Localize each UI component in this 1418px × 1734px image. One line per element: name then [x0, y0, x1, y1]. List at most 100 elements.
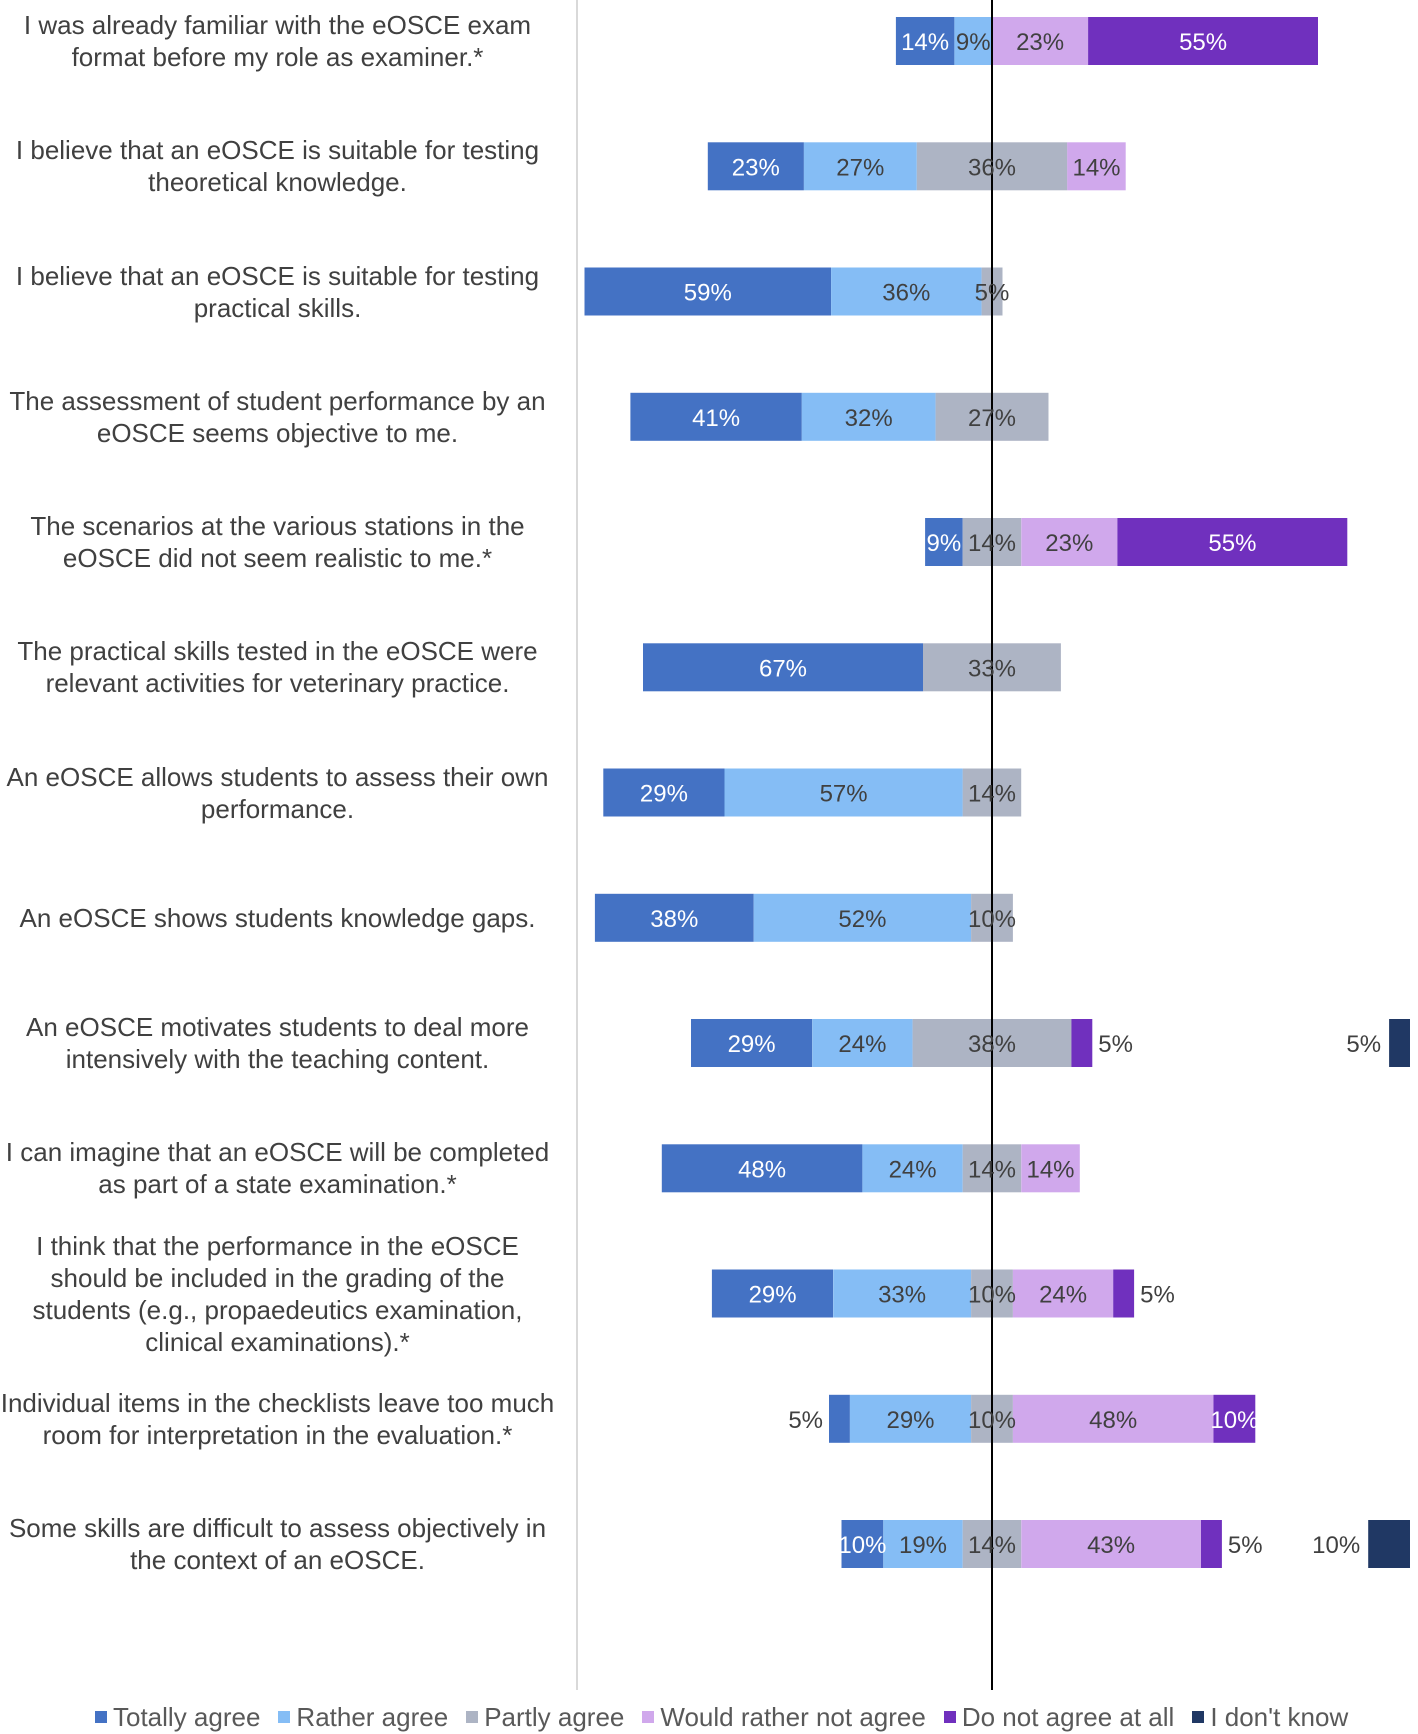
data-label-1-2: 9%: [956, 29, 991, 56]
legend-swatch: [642, 1711, 655, 1723]
data-label-5-1: 9%: [927, 530, 962, 557]
bar-segment-10-1: [661, 1144, 863, 1193]
bar-segment-2-2: [803, 142, 917, 191]
legend-label: Would rather not agree: [660, 1702, 926, 1732]
bar-segment-9-2: [812, 1019, 913, 1067]
bar-segment-8-1: [594, 893, 754, 942]
bar-segment-9-5: [1071, 1019, 1093, 1067]
legend-swatch: [95, 1711, 107, 1723]
data-label-13-3: 14%: [968, 1532, 1016, 1559]
bar-segment-9-6: [1389, 1019, 1410, 1067]
data-label-11-3: 10%: [968, 1282, 1016, 1309]
data-label-11-4: 24%: [1039, 1282, 1087, 1309]
bar-segment-6-1: [643, 643, 924, 692]
bar-segment-12-5: [1213, 1394, 1256, 1443]
bar-segment-1-1: [895, 17, 955, 65]
legend-swatch: [943, 1711, 956, 1723]
data-label-13-6: 10%: [1312, 1532, 1360, 1559]
data-label-3-1: 59%: [684, 280, 732, 307]
data-label-2-3: 36%: [968, 154, 1016, 181]
question-label: An eOSCE motivates students to deal more…: [26, 1012, 529, 1074]
data-label-11-2: 33%: [878, 1282, 926, 1309]
question-label: The practical skills tested in the eOSCE…: [17, 636, 538, 699]
legend-swatch: [1192, 1711, 1205, 1723]
data-label-10-1: 48%: [738, 1156, 786, 1183]
data-label-10-3: 14%: [968, 1156, 1016, 1183]
question-label: Some skills are difficult to assess obje…: [8, 1513, 547, 1575]
data-label-1-5: 55%: [1179, 29, 1227, 56]
legend-label: I don't know: [1210, 1702, 1349, 1732]
data-label-8-2: 52%: [838, 906, 886, 933]
data-label-12-2: 29%: [886, 1407, 934, 1434]
bar-segment-7-1: [603, 768, 725, 817]
data-label-9-3: 38%: [968, 1031, 1016, 1058]
legend-item: Would rather not agree: [642, 1702, 926, 1732]
bar-segment-13-6: [1368, 1520, 1410, 1568]
data-label-3-3: 5%: [975, 280, 1010, 307]
data-label-12-4: 48%: [1089, 1407, 1137, 1434]
legend-swatch: [466, 1711, 479, 1723]
question-label: I believe that an eOSCE is suitable for …: [15, 260, 540, 323]
question-label: I believe that an eOSCE is suitable for …: [15, 135, 540, 198]
data-label-9-1: 29%: [728, 1031, 776, 1058]
bar-segment-4-2: [801, 392, 936, 441]
bar-segment-10-4: [1021, 1144, 1080, 1193]
bar-segment-1-5: [1088, 17, 1318, 65]
bar-segment-11-5: [1113, 1269, 1135, 1318]
data-label-3-2: 36%: [882, 280, 930, 307]
data-label-8-3: 10%: [968, 906, 1016, 933]
legend-item: Partly agree: [466, 1702, 624, 1732]
bar-segment-11-2: [833, 1269, 972, 1318]
question-label: I was already familiar with the eOSCE ex…: [23, 10, 532, 72]
data-label-1-1: 14%: [901, 29, 949, 56]
legend-label: Rather agree: [296, 1702, 449, 1732]
data-label-5-5: 55%: [1208, 530, 1256, 557]
bar-segment-2-1: [707, 142, 804, 191]
data-label-8-1: 38%: [650, 906, 698, 933]
data-label-10-2: 24%: [889, 1156, 937, 1183]
bar-segment-13-1: [841, 1520, 884, 1568]
bar-segment-2-4: [1067, 142, 1126, 191]
legend-swatch: [278, 1711, 291, 1723]
bar-segment-5-4: [1021, 518, 1118, 566]
data-label-9-5: 5%: [1098, 1031, 1133, 1058]
legend-item: I don't know: [1192, 1702, 1348, 1732]
bar-segment-12-2: [849, 1394, 972, 1443]
bar-segment-4-1: [630, 392, 802, 441]
question-label: An eOSCE shows students knowledge gaps.: [19, 902, 536, 933]
data-label-2-1: 23%: [732, 154, 780, 181]
data-label-7-3: 14%: [968, 781, 1016, 808]
bar-segment-11-4: [1012, 1269, 1114, 1318]
bar-segment-13-5: [1201, 1520, 1222, 1568]
bar-segment-1-4: [992, 17, 1089, 65]
bar-segment-11-1: [711, 1269, 834, 1318]
data-label-4-1: 41%: [692, 405, 740, 432]
bar-segment-13-2: [883, 1520, 963, 1568]
data-label-13-2: 19%: [899, 1532, 947, 1559]
data-label-13-4: 43%: [1087, 1532, 1135, 1559]
question-label: Individual items in the checklists leave…: [0, 1387, 555, 1450]
bar-segment-7-2: [724, 768, 963, 817]
legend-label: Totally agree: [113, 1702, 261, 1732]
bars: [584, 17, 1410, 1568]
bar-segment-13-4: [1021, 1520, 1201, 1568]
data-label-6-3: 33%: [968, 655, 1016, 682]
data-label-13-5: 5%: [1228, 1532, 1263, 1559]
data-label-2-4: 14%: [1072, 154, 1120, 181]
data-label-13-1: 10%: [838, 1532, 886, 1559]
question-label: I can imagine that an eOSCE will be comp…: [5, 1137, 550, 1200]
data-label-9-2: 24%: [838, 1031, 886, 1058]
bar-segment-1-2: [954, 17, 992, 65]
data-label-7-2: 57%: [820, 781, 868, 808]
bar-segment-12-4: [1012, 1394, 1214, 1443]
bar-segment-3-2: [831, 267, 982, 316]
question-label: I think that the performance in the eOSC…: [32, 1230, 523, 1357]
question-label: The scenarios at the various stations in…: [30, 511, 525, 573]
data-label-10-4: 14%: [1026, 1156, 1074, 1183]
bar-segment-9-1: [691, 1019, 813, 1067]
data-label-5-4: 23%: [1045, 530, 1093, 557]
bar-segment-12-1: [829, 1394, 850, 1443]
legend: Totally agree Rather agree Partly agree Wou…: [95, 1702, 1366, 1732]
question-label: An eOSCE allows students to assess their…: [6, 761, 549, 824]
